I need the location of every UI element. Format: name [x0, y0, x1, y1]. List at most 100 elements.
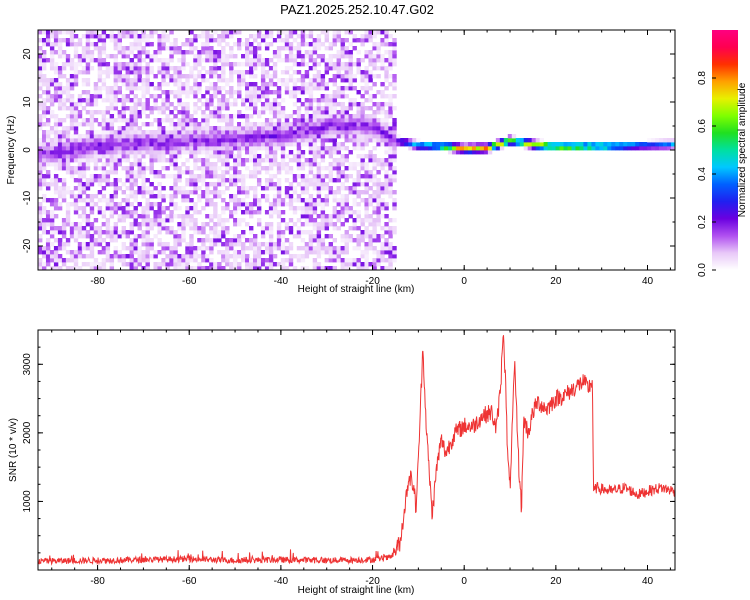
spectrogram-cell	[308, 214, 314, 219]
spectrogram-cell	[245, 238, 250, 243]
spectrogram-cell	[296, 198, 302, 203]
spectrogram-cell	[308, 94, 314, 99]
spectrogram-cell	[300, 198, 306, 203]
spectrogram-cell	[304, 142, 310, 147]
spectrogram-cell	[161, 82, 166, 87]
spectrogram-cell	[89, 66, 95, 71]
spectrogram-cell	[169, 46, 174, 51]
spectrogram-cell	[129, 250, 134, 255]
spectrogram-cell	[245, 98, 250, 103]
spectrogram-cell	[332, 246, 337, 251]
spectrogram-cell	[360, 262, 365, 267]
spectrogram-cell	[193, 66, 198, 71]
spectrogram-cell	[105, 246, 111, 251]
spectrogram-cell	[300, 230, 306, 235]
spectrogram-cell	[245, 262, 250, 267]
spectrogram-cell	[173, 70, 178, 75]
spectrogram-cell	[81, 242, 87, 247]
spectrogram-cell	[38, 114, 43, 119]
spectrogram-cell	[372, 102, 377, 107]
spectrogram-cell	[252, 74, 258, 79]
spectrogram-cell	[133, 162, 138, 167]
spectrogram-cell	[380, 186, 385, 191]
spectrogram-cell	[109, 90, 115, 95]
spectrogram-cell	[268, 246, 274, 251]
spectrogram-cell	[340, 234, 345, 239]
spectrogram-cell	[61, 154, 67, 159]
spectrogram-cell	[133, 74, 138, 79]
spectrogram-cell	[105, 234, 111, 239]
spectrogram-cell	[296, 230, 302, 235]
spectrogram-cell	[197, 186, 202, 191]
spectrogram-cell	[340, 258, 345, 263]
spectrogram-cell	[611, 146, 616, 151]
spectrogram-cell	[53, 66, 59, 71]
spectrogram-cell	[368, 230, 373, 235]
spectrogram-cell	[229, 210, 234, 215]
spectrogram-cell	[284, 202, 290, 207]
spectrogram-cell	[137, 58, 142, 63]
spectrogram-cell	[121, 258, 126, 263]
spectrogram-cell	[388, 142, 393, 147]
spectrogram-cell	[300, 166, 306, 171]
spectrogram-cell	[249, 86, 254, 91]
spectrogram-cell	[181, 262, 186, 267]
spectrogram-cell	[137, 74, 142, 79]
spectrogram-cell	[340, 202, 345, 207]
spectrogram-cell	[308, 98, 314, 103]
spectrogram-cell	[129, 66, 134, 71]
spectrogram-cell	[89, 266, 95, 271]
spectrogram-cell	[260, 38, 266, 43]
spectrogram-cell	[77, 186, 83, 191]
spectrogram-cell	[336, 178, 341, 183]
spectrogram-cell	[177, 226, 182, 231]
spectrogram-cell	[41, 150, 47, 155]
spectrogram-cell	[41, 102, 47, 107]
spectrogram-cell	[133, 42, 138, 47]
spectrogram-cell	[41, 38, 47, 43]
spectrogram-cell	[201, 254, 206, 259]
spectrogram-cell	[252, 134, 258, 139]
spectrogram-cell	[376, 122, 381, 127]
spectrogram-cell	[233, 206, 238, 211]
spectrogram-cell	[336, 198, 341, 203]
spectrogram-cell	[225, 34, 230, 39]
spectrogram-cell	[245, 42, 250, 47]
spectrogram-cell	[69, 146, 75, 151]
spectrogram-cell	[264, 198, 270, 203]
spectrogram-cell	[165, 106, 170, 111]
spectrogram-cell	[304, 222, 310, 227]
spectrogram-cell	[288, 50, 294, 55]
spectrogram-cell	[384, 266, 389, 271]
spectrogram-cell	[217, 74, 222, 79]
spectrogram-cell	[233, 210, 238, 215]
spectrogram-cell	[197, 58, 202, 63]
spectrogram-cell	[165, 146, 170, 151]
spectrogram-cell	[316, 154, 322, 159]
spectrogram-cell	[145, 90, 150, 95]
spectrogram-cell	[97, 154, 103, 159]
spectrogram-cell	[237, 130, 242, 135]
spectrogram-cell	[384, 102, 389, 107]
spectrogram-cell	[61, 62, 67, 67]
spectrogram-cell	[53, 122, 59, 127]
spectrogram-cell	[436, 146, 441, 151]
spectrogram-cell	[177, 70, 182, 75]
spectrogram-cell	[97, 50, 103, 55]
spectrogram-cell	[89, 102, 95, 107]
spectrogram-cell	[404, 142, 409, 147]
spectrogram-cell	[201, 170, 206, 175]
spectrogram-cell	[169, 254, 174, 259]
spectrogram-cell	[308, 210, 314, 215]
spectrogram-cell	[324, 218, 330, 223]
spectrogram-cell	[149, 194, 154, 199]
spectrogram-cell	[340, 186, 345, 191]
spectrogram-cell	[61, 98, 67, 103]
spectrogram-cell	[328, 138, 334, 143]
spectrogram-cell	[288, 138, 294, 143]
spectrogram-cell	[324, 134, 330, 139]
spectrogram-cell	[225, 78, 230, 83]
spectrogram-cell	[284, 38, 290, 43]
spectrogram-cell	[181, 190, 186, 195]
spectrogram-cell	[400, 142, 405, 147]
